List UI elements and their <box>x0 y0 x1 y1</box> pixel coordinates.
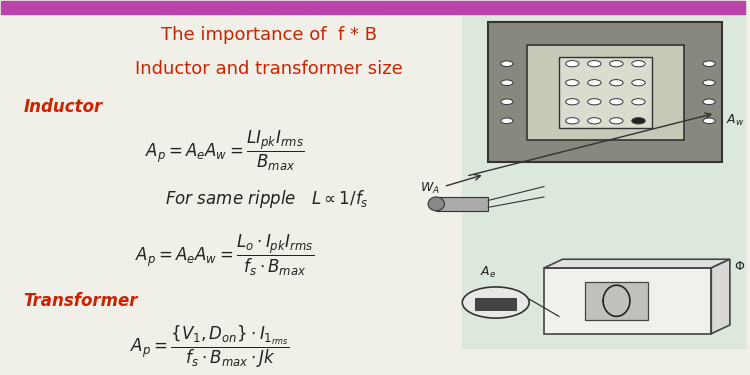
Polygon shape <box>544 259 730 268</box>
Text: $W_A$: $W_A$ <box>420 181 440 196</box>
Circle shape <box>566 80 579 86</box>
Circle shape <box>501 80 513 86</box>
Bar <box>436 197 488 211</box>
Circle shape <box>588 80 601 86</box>
Circle shape <box>703 118 715 124</box>
Text: Inductor: Inductor <box>24 98 103 116</box>
Circle shape <box>703 80 715 86</box>
Circle shape <box>501 118 513 124</box>
Circle shape <box>632 61 645 67</box>
Text: $\Phi$: $\Phi$ <box>734 260 745 273</box>
Circle shape <box>462 287 530 318</box>
Circle shape <box>610 61 623 67</box>
Circle shape <box>588 118 601 124</box>
Circle shape <box>588 99 601 105</box>
Circle shape <box>566 61 579 67</box>
Circle shape <box>610 80 623 86</box>
Circle shape <box>566 118 579 124</box>
Bar <box>488 22 722 162</box>
Ellipse shape <box>428 197 445 211</box>
Circle shape <box>703 99 715 105</box>
Text: $A_p = A_e A_w = \dfrac{L_o \cdot I_{pk}I_{rms}}{f_s \cdot B_{max}}$: $A_p = A_e A_w = \dfrac{L_o \cdot I_{pk}… <box>135 233 314 278</box>
Bar <box>475 298 516 310</box>
Text: $\mathit{For\ same\ ripple} \quad L \propto 1/f_s$: $\mathit{For\ same\ ripple} \quad L \pro… <box>165 188 369 210</box>
Text: Inductor and transformer size: Inductor and transformer size <box>135 60 403 78</box>
Bar <box>559 57 652 128</box>
Circle shape <box>703 61 715 66</box>
Circle shape <box>501 61 513 66</box>
Circle shape <box>632 118 645 124</box>
Text: $A_p = A_e A_w = \dfrac{LI_{pk}I_{rms}}{B_{max}}$: $A_p = A_e A_w = \dfrac{LI_{pk}I_{rms}}{… <box>145 129 304 174</box>
Text: $A_w$: $A_w$ <box>726 113 745 128</box>
Text: $A_e$: $A_e$ <box>480 265 496 280</box>
Circle shape <box>632 99 645 105</box>
Circle shape <box>610 118 623 124</box>
Bar <box>527 45 684 140</box>
Text: Transformer: Transformer <box>24 292 138 310</box>
Circle shape <box>501 99 513 105</box>
Polygon shape <box>711 259 730 334</box>
Circle shape <box>632 80 645 86</box>
Bar <box>585 282 648 320</box>
Circle shape <box>610 99 623 105</box>
Circle shape <box>588 61 601 67</box>
Bar <box>544 268 711 334</box>
Circle shape <box>566 99 579 105</box>
Text: The importance of  f * B: The importance of f * B <box>161 26 377 44</box>
Bar <box>462 13 745 348</box>
Text: $A_p = \dfrac{\{V_1, D_{on}\} \cdot I_{1_{rms}}}{f_s \cdot B_{max} \cdot Jk}$: $A_p = \dfrac{\{V_1, D_{on}\} \cdot I_{1… <box>130 323 290 370</box>
Bar <box>2 2 745 14</box>
